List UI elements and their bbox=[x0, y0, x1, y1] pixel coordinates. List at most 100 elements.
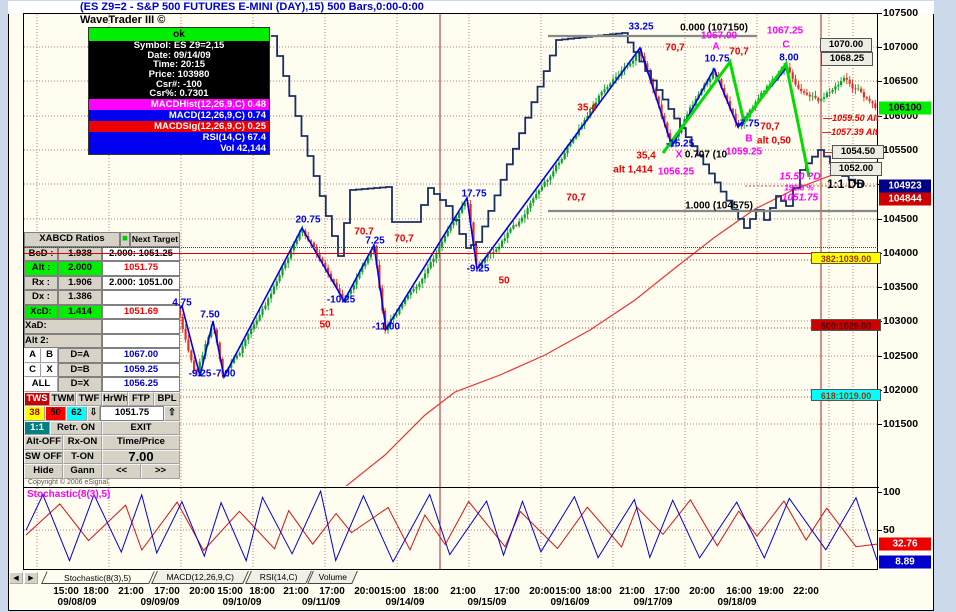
button-hide[interactable]: Hide bbox=[24, 464, 63, 479]
axis-tick bbox=[878, 424, 882, 425]
button-x[interactable]: X bbox=[41, 362, 58, 377]
time-label: 22:00 bbox=[793, 586, 819, 597]
scroll-right-button[interactable]: ▶ bbox=[24, 572, 38, 584]
indicator-value-row: RSI(14,C) 67.4 bbox=[89, 132, 269, 144]
price-badge-889: 8.89 bbox=[879, 555, 931, 569]
indicator-value-row: MACD(12,26,9,C) 0.74 bbox=[89, 110, 269, 122]
button-twf[interactable]: TWF bbox=[76, 391, 102, 406]
time-label: 15:00 bbox=[53, 586, 79, 597]
button-[interactable]: >> bbox=[141, 464, 180, 479]
time-label: 19:00 bbox=[758, 586, 784, 597]
button-ftp[interactable]: FTP bbox=[128, 391, 154, 406]
axis-label-50: 50 bbox=[883, 524, 895, 536]
tab-volume[interactable]: Volume bbox=[307, 571, 359, 584]
cell-105175: 1051.75 bbox=[100, 406, 164, 421]
tab-rsi14c[interactable]: RSI(14,C) bbox=[244, 571, 312, 584]
button-timeprice[interactable]: Time/Price bbox=[102, 435, 180, 450]
app-label: WaveTrader III © bbox=[80, 14, 166, 26]
button-retron[interactable]: Retr. ON bbox=[50, 420, 102, 435]
table-row-alt2: Alt 2: bbox=[24, 333, 180, 348]
table-row-sw: SW OFF T-ON 7.00 bbox=[24, 449, 180, 464]
table-row-xcd: XcD: 1.414 1051.69 bbox=[24, 304, 180, 319]
date-label: 09/16/09 bbox=[550, 597, 590, 608]
button-exit[interactable]: EXIT bbox=[102, 420, 180, 435]
cell-dx: D=X bbox=[58, 377, 102, 392]
button-[interactable]: ⇩ bbox=[87, 406, 100, 421]
axis-label-100: 100 bbox=[883, 486, 901, 498]
price-label-box-105200: 1052.00 bbox=[830, 162, 882, 176]
time-label: 17:00 bbox=[494, 586, 520, 597]
chart-title: (ES Z9=2 - S&P 500 FUTURES E-MINI (DAY),… bbox=[8, 1, 934, 14]
cell-105175: 1051.75 bbox=[102, 261, 180, 276]
button-c[interactable]: C bbox=[24, 362, 41, 377]
button-b[interactable]: B bbox=[41, 348, 58, 363]
button-[interactable]: << bbox=[102, 464, 141, 479]
axis-tick bbox=[878, 492, 882, 493]
button-tws[interactable]: TWS bbox=[24, 391, 50, 406]
button-all[interactable]: ALL bbox=[24, 377, 58, 392]
button-swoff[interactable]: SW OFF bbox=[24, 449, 63, 464]
axis-tick bbox=[878, 47, 882, 48]
table-row-db: C X D=B 1059.25 bbox=[24, 362, 180, 377]
table-row-bcd: BcD :1.938 2.000: 1051.25 bbox=[24, 246, 180, 261]
button-altoff[interactable]: Alt-OFF bbox=[24, 435, 63, 450]
button-[interactable]: ⇧ bbox=[164, 406, 180, 421]
tab-macd12269c[interactable]: MACD(12,26,9,C) bbox=[150, 571, 249, 584]
panel-separator bbox=[23, 487, 879, 488]
button-bpl[interactable]: BPL bbox=[154, 391, 180, 406]
cell-dx: Dx : bbox=[24, 290, 58, 305]
button-rxon[interactable]: Rx-ON bbox=[63, 435, 102, 450]
time-label: 20:00 bbox=[354, 586, 380, 597]
axis-label-103500: 103500 bbox=[883, 281, 919, 293]
time-label: 15:00 bbox=[555, 586, 581, 597]
table-row-da: A B D=A 1067.00 bbox=[24, 348, 180, 363]
button-62[interactable]: 62 bbox=[66, 406, 87, 421]
cell-nexttarget: Next Target bbox=[130, 232, 180, 247]
time-label: 16:00 bbox=[726, 586, 752, 597]
button-700[interactable]: 7.00 bbox=[102, 449, 180, 464]
cell-alt2: Alt 2: bbox=[24, 333, 102, 348]
price-badge-104923: 104923 bbox=[879, 179, 931, 193]
info-field-time: Time: 20:15 bbox=[89, 60, 269, 71]
button-38[interactable]: 38 bbox=[24, 406, 45, 421]
cell-alt: Alt : bbox=[24, 261, 58, 276]
table-row-alt: Alt :2.000 1051.75 bbox=[24, 261, 180, 276]
button-hrwh[interactable]: HrWh bbox=[102, 391, 128, 406]
date-label: 09/18/09 bbox=[717, 597, 757, 608]
axis-label-104500: 104500 bbox=[883, 213, 919, 225]
cell-105925: 1059.25 bbox=[102, 362, 180, 377]
cell-empty bbox=[102, 333, 180, 348]
date-label: 09/09/09 bbox=[140, 597, 180, 608]
cell-: ■ bbox=[120, 232, 130, 247]
price-label-box-107000: 1070.00 bbox=[820, 38, 872, 52]
table-row-altrow: Alt-OFF Rx-ON Time/Price bbox=[24, 435, 180, 450]
button-twm[interactable]: TWM bbox=[50, 391, 76, 406]
cell-empty bbox=[102, 290, 180, 305]
scroll-left-button[interactable]: ◀ bbox=[9, 572, 23, 584]
axis-label-102000: 102000 bbox=[883, 384, 919, 396]
button-a[interactable]: A bbox=[24, 348, 41, 363]
table-row-dxr: ALL D=X 1056.25 bbox=[24, 377, 180, 392]
price-badge-106100: 106100 bbox=[879, 101, 931, 115]
cell-xcd: XcD: bbox=[24, 304, 58, 319]
stochastic-label: Stochastic(8(3),5) bbox=[27, 489, 111, 500]
cell-db: D=B bbox=[58, 362, 102, 377]
cell-1414: 1.414 bbox=[58, 304, 102, 319]
axis-tick bbox=[878, 81, 882, 82]
time-label: 17:00 bbox=[654, 586, 680, 597]
button-gann[interactable]: Gann bbox=[63, 464, 102, 479]
button-ton[interactable]: T-ON bbox=[63, 449, 102, 464]
time-label: 20:00 bbox=[529, 586, 555, 597]
info-field-symbol: Symbol: ES Z9=2,15 bbox=[89, 41, 269, 51]
info-box-header: ok bbox=[89, 28, 269, 41]
button-50[interactable]: 50 bbox=[45, 406, 66, 421]
table-row-rx: Rx :1.906 2.000: 1051.00 bbox=[24, 275, 180, 290]
chart-title-text: (ES Z9=2 - S&P 500 FUTURES E-MINI (DAY),… bbox=[80, 1, 424, 13]
time-label: 21:00 bbox=[118, 586, 144, 597]
axis-label-104000: 104000 bbox=[883, 247, 919, 259]
info-field-csr: Csr#: -100 bbox=[89, 80, 269, 90]
axis-label-101500: 101500 bbox=[883, 418, 919, 430]
tab-stochastic835[interactable]: Stochastic(8(3),5) bbox=[41, 571, 155, 584]
button-11[interactable]: 1:1 bbox=[24, 420, 50, 435]
